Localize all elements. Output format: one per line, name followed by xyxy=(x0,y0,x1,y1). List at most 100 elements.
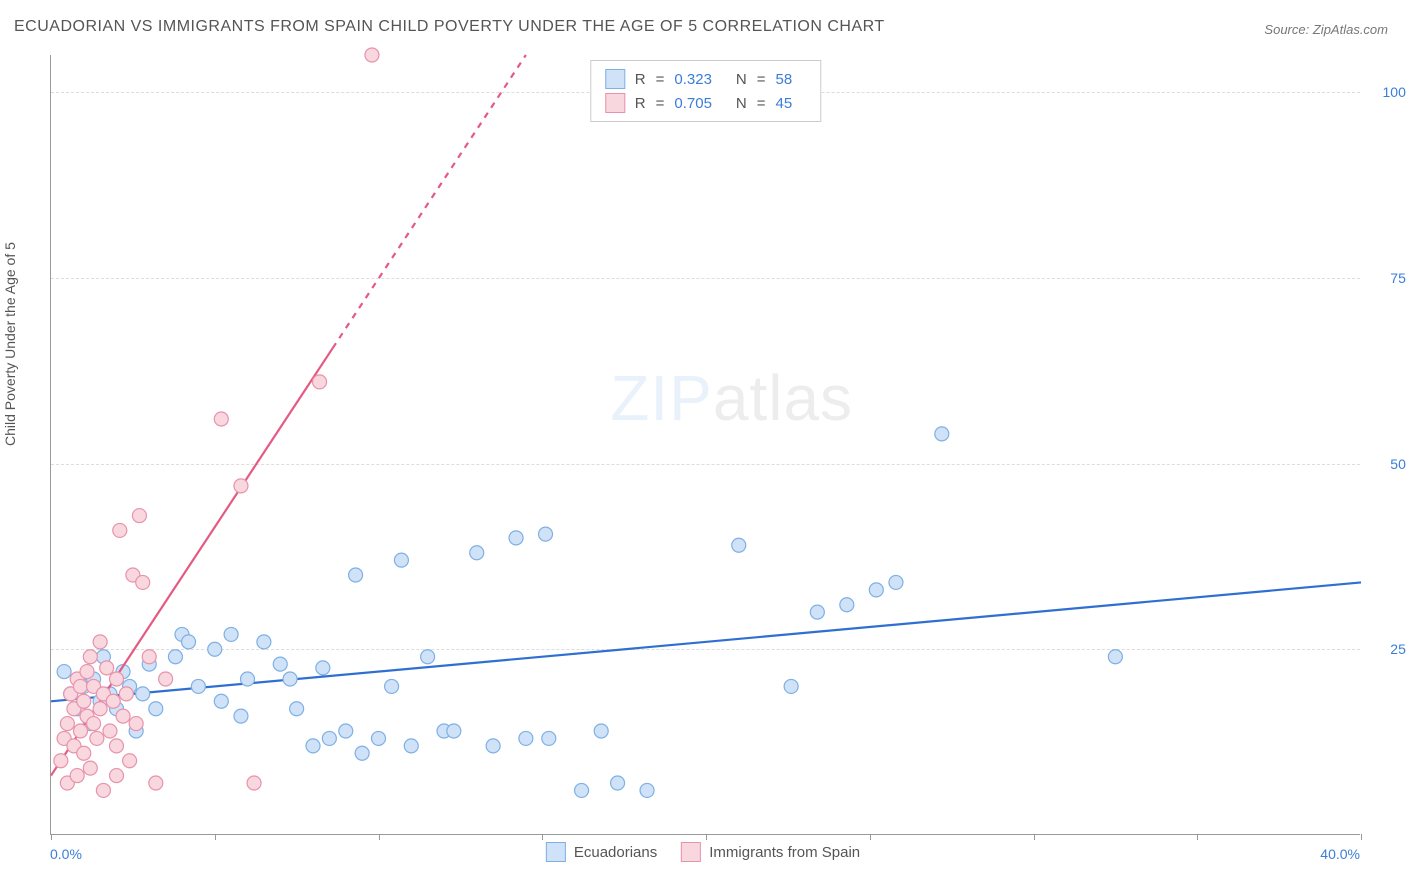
data-point xyxy=(149,702,163,716)
data-point xyxy=(247,776,261,790)
data-point xyxy=(96,783,110,797)
legend-swatch-icon xyxy=(546,842,566,862)
x-tick xyxy=(51,834,52,840)
data-point xyxy=(1108,650,1122,664)
data-point xyxy=(241,672,255,686)
data-point xyxy=(365,48,379,62)
r-label: R xyxy=(635,71,646,88)
data-point xyxy=(70,769,84,783)
data-point xyxy=(191,679,205,693)
data-point xyxy=(539,527,553,541)
data-point xyxy=(784,679,798,693)
data-point xyxy=(509,531,523,545)
data-point xyxy=(224,627,238,641)
data-point xyxy=(519,731,533,745)
plot-area: 25.0%50.0%75.0%100.0% ZIPatlas R = 0.323… xyxy=(50,55,1360,835)
data-point xyxy=(54,754,68,768)
data-point xyxy=(132,509,146,523)
data-point xyxy=(136,575,150,589)
data-point xyxy=(60,717,74,731)
data-point xyxy=(93,702,107,716)
data-point xyxy=(732,538,746,552)
data-point xyxy=(73,724,87,738)
n-label: N xyxy=(736,71,747,88)
eq-sign: = xyxy=(757,71,766,88)
data-point xyxy=(83,761,97,775)
data-point xyxy=(372,731,386,745)
y-axis-label: Child Poverty Under the Age of 5 xyxy=(2,242,18,446)
data-point xyxy=(106,694,120,708)
x-axis-tick-start: 0.0% xyxy=(50,846,82,862)
y-tick-label: 25.0% xyxy=(1370,641,1406,657)
data-point xyxy=(119,687,133,701)
legend-swatch-series-2 xyxy=(605,93,625,113)
data-point xyxy=(80,665,94,679)
source-value: ZipAtlas.com xyxy=(1313,22,1388,37)
data-point xyxy=(142,650,156,664)
data-point xyxy=(214,694,228,708)
data-point xyxy=(840,598,854,612)
data-point xyxy=(404,739,418,753)
data-point xyxy=(935,427,949,441)
eq-sign: = xyxy=(656,95,665,112)
legend-item-series-2: Immigrants from Spain xyxy=(681,842,860,862)
legend-swatch-icon xyxy=(681,842,701,862)
data-point xyxy=(110,739,124,753)
x-tick xyxy=(542,834,543,840)
x-tick xyxy=(379,834,380,840)
eq-sign: = xyxy=(656,71,665,88)
data-point xyxy=(73,679,87,693)
correlation-legend: R = 0.323 N = 58 R = 0.705 N = 45 xyxy=(590,60,821,122)
y-tick-label: 100.0% xyxy=(1370,84,1406,100)
eq-sign: = xyxy=(757,95,766,112)
data-point xyxy=(90,731,104,745)
data-point xyxy=(113,523,127,537)
data-point xyxy=(575,783,589,797)
data-point xyxy=(214,412,228,426)
data-point xyxy=(182,635,196,649)
x-tick xyxy=(706,834,707,840)
legend-swatch-series-1 xyxy=(605,69,625,89)
legend-label: Ecuadorians xyxy=(574,844,657,861)
data-point xyxy=(889,575,903,589)
data-point xyxy=(542,731,556,745)
data-point xyxy=(283,672,297,686)
data-point xyxy=(316,661,330,675)
data-point xyxy=(869,583,883,597)
data-point xyxy=(257,635,271,649)
data-point xyxy=(339,724,353,738)
data-point xyxy=(447,724,461,738)
data-point xyxy=(594,724,608,738)
data-point xyxy=(322,731,336,745)
data-point xyxy=(149,776,163,790)
data-point xyxy=(57,665,71,679)
n-value-series-2: 45 xyxy=(776,95,793,112)
data-point xyxy=(486,739,500,753)
y-tick-label: 50.0% xyxy=(1370,456,1406,472)
series-legend: Ecuadorians Immigrants from Spain xyxy=(546,842,860,862)
chart-title: ECUADORIAN VS IMMIGRANTS FROM SPAIN CHIL… xyxy=(14,18,885,36)
data-point xyxy=(470,546,484,560)
data-point xyxy=(93,635,107,649)
x-tick xyxy=(1197,834,1198,840)
data-point xyxy=(100,661,114,675)
data-point xyxy=(421,650,435,664)
data-point xyxy=(349,568,363,582)
r-value-series-1: 0.323 xyxy=(674,71,712,88)
data-point xyxy=(129,717,143,731)
source-attribution: Source: ZipAtlas.com xyxy=(1264,22,1388,37)
scatter-plot-svg xyxy=(51,55,1360,834)
data-point xyxy=(640,783,654,797)
data-point xyxy=(394,553,408,567)
legend-label: Immigrants from Spain xyxy=(709,844,860,861)
x-tick xyxy=(1361,834,1362,840)
r-label: R xyxy=(635,95,646,112)
r-value-series-2: 0.705 xyxy=(674,95,712,112)
data-point xyxy=(313,375,327,389)
data-point xyxy=(87,717,101,731)
x-axis-tick-end: 40.0% xyxy=(1320,846,1360,862)
data-point xyxy=(385,679,399,693)
data-point xyxy=(77,694,91,708)
n-value-series-1: 58 xyxy=(776,71,793,88)
data-point xyxy=(306,739,320,753)
